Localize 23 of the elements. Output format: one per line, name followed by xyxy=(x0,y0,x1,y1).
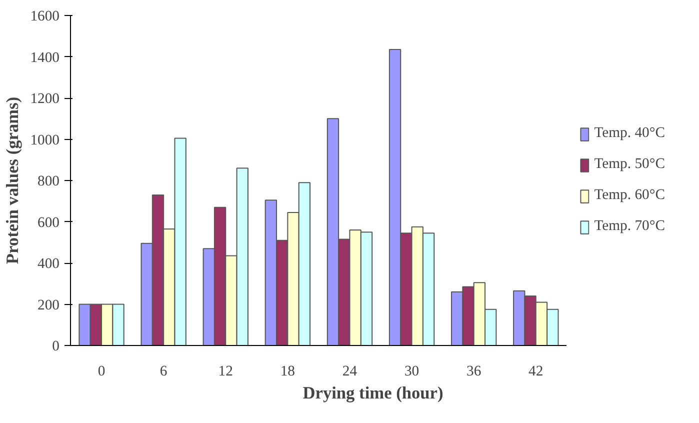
y-tick-label: 400 xyxy=(38,256,60,272)
y-tick-label: 600 xyxy=(38,214,60,231)
y-tick-label: 200 xyxy=(38,297,60,314)
x-tick-label: 42 xyxy=(528,364,544,380)
y-tick-label: 1400 xyxy=(30,50,60,66)
legend-label: Temp. 40°C xyxy=(594,125,665,142)
y-tick-label: 1000 xyxy=(30,132,60,148)
y-axis-title: Protein values (grams) xyxy=(3,96,22,264)
x-tick-label: 36 xyxy=(466,364,482,380)
legend-label: Temp. 70°C xyxy=(594,218,665,235)
y-tick-label: 800 xyxy=(38,174,60,190)
y-tick-label: 1200 xyxy=(30,91,60,107)
x-tick-label: 24 xyxy=(342,364,358,380)
x-tick-label: 30 xyxy=(404,364,420,380)
x-axis-title: Drying time (hour) xyxy=(302,384,444,402)
x-tick-label: 12 xyxy=(218,364,233,380)
x-tick-label: 6 xyxy=(160,364,168,380)
y-tick-label: 0 xyxy=(52,338,60,354)
y-tick-label: 1600 xyxy=(30,8,60,24)
legend-label: Temp. 50°C xyxy=(594,156,665,173)
x-tick-label: 18 xyxy=(280,364,296,380)
x-tick-label: 0 xyxy=(98,364,106,380)
legend-label: Temp. 60°C xyxy=(594,187,665,204)
